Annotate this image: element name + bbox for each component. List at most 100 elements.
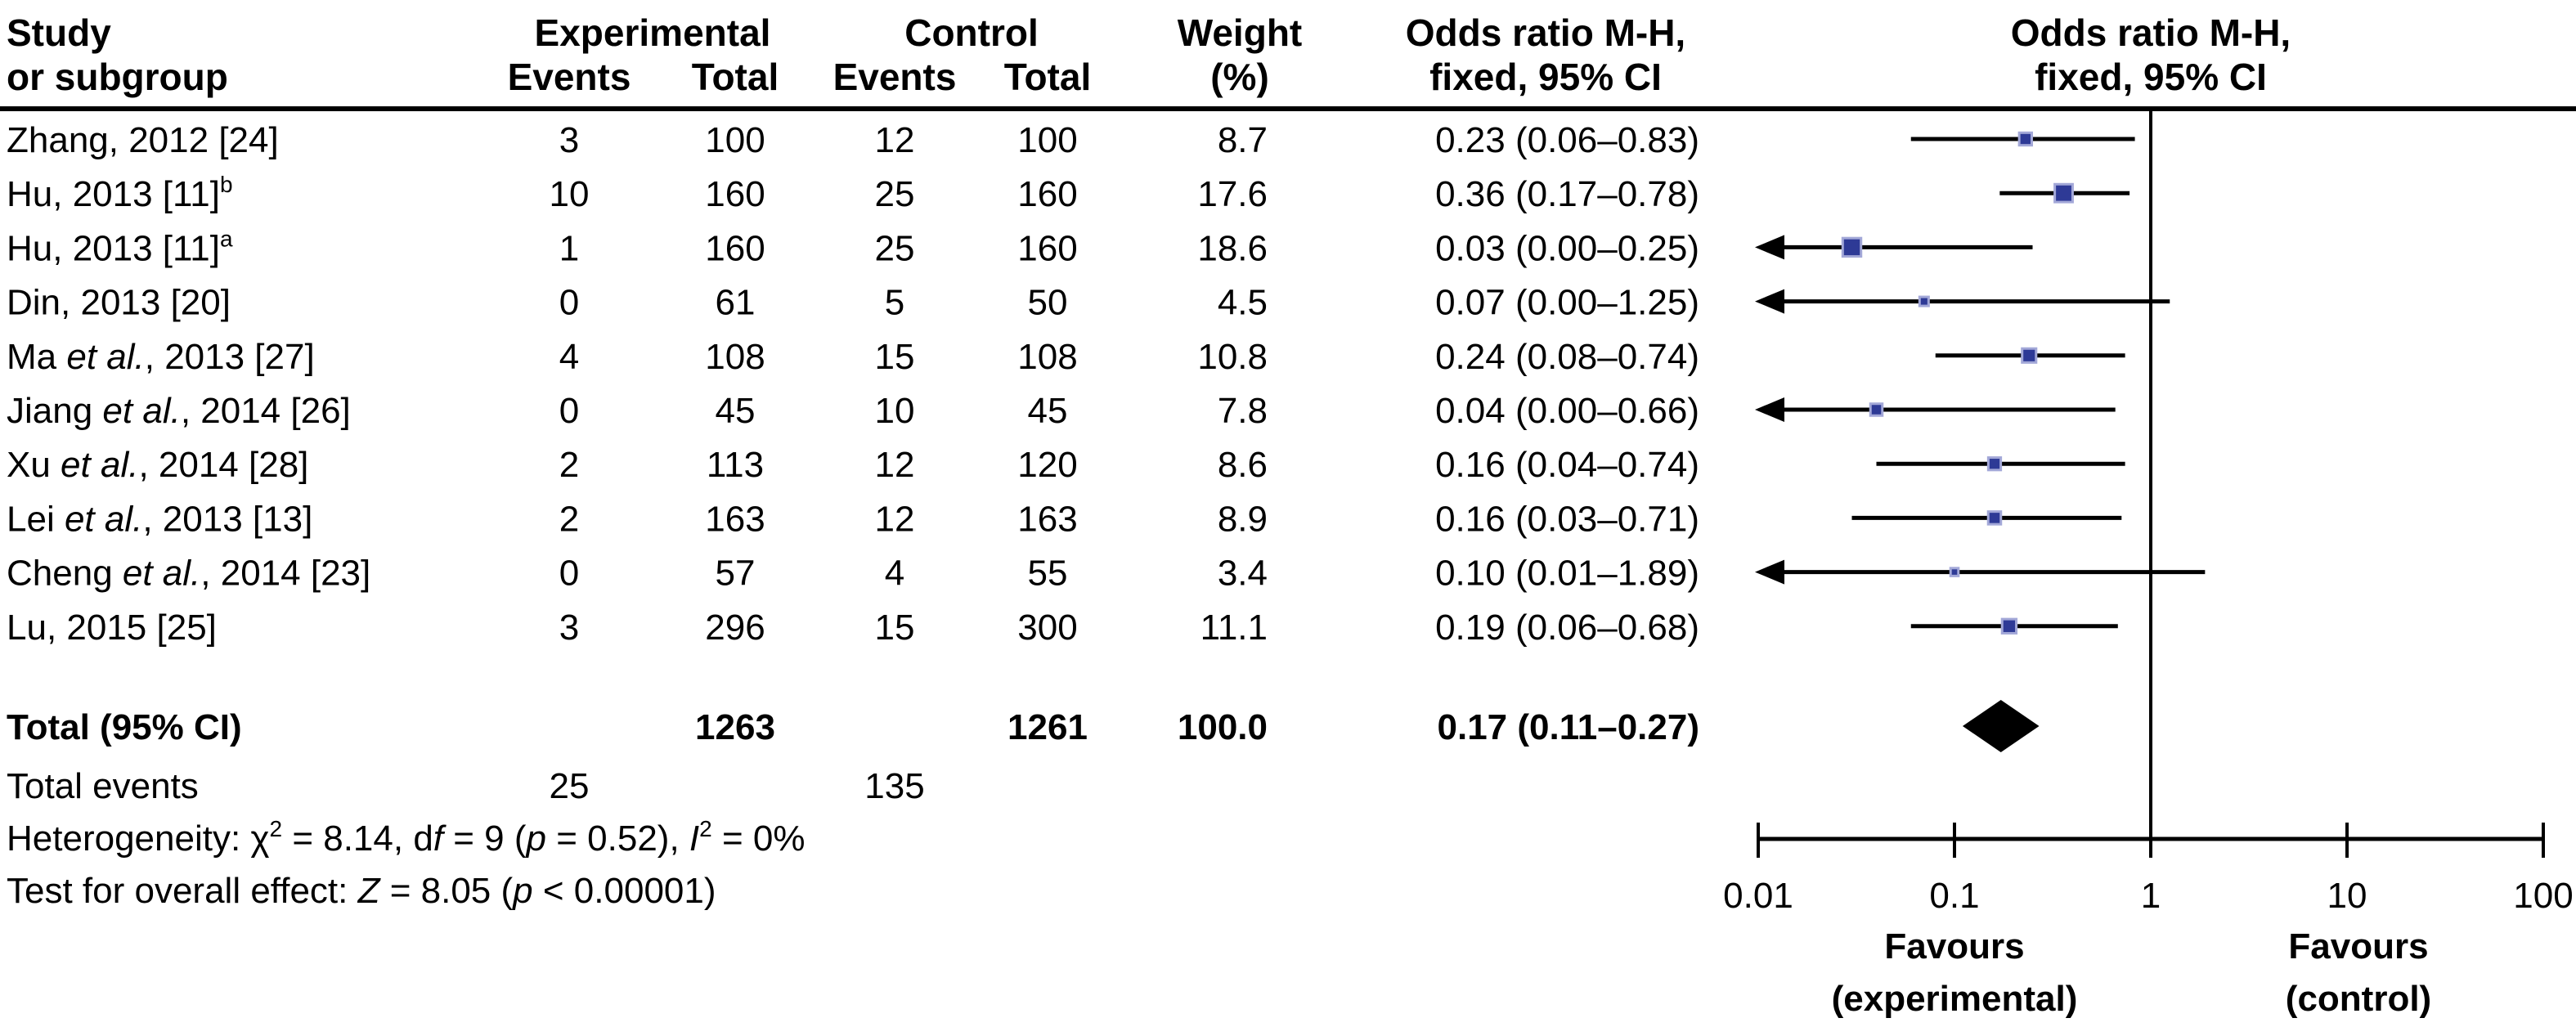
total-events-label: Total events [7,766,199,806]
ctrl-events-value: 25 [875,174,915,214]
or-marker [1986,456,2003,472]
exp-total-value: 160 [705,174,765,214]
exp-events-value: 3 [559,608,579,648]
col-header-ctrl-total: Total [1004,56,1091,98]
weight-value: 8.6 [1218,445,1268,485]
col-header-or-line2: fixed, 95% CI [1429,56,1662,98]
study-name: Cheng et al., 2014 [23] [7,554,370,594]
ctrl-total-value: 100 [1017,120,1077,160]
axis-tick-label: 0.1 [1929,876,1979,916]
ctrl-total-value: 120 [1017,445,1077,485]
or-ci-label: 0.24 (0.08–0.74) [1435,337,1699,377]
overall-effect-text: Test for overall effect: Z = 8.05 (p < 0… [7,871,716,911]
or-marker [1949,567,1960,577]
or-marker [1986,510,2003,526]
ctrl-events-value: 12 [875,120,915,160]
exp-total-value: 61 [716,283,756,323]
heterogeneity-text: Heterogeneity: χ2 = 8.14, df = 9 (p = 0.… [7,816,805,859]
exp-total-value: 113 [707,445,764,485]
total-or-ci-label: 0.17 (0.11–0.27) [1438,707,1699,747]
plot-header-or-line2: fixed, 95% CI [2035,56,2267,98]
or-ci-label: 0.10 (0.01–1.89) [1435,554,1699,594]
weight-value: 8.7 [1218,120,1268,160]
total-events-exp: 25 [550,766,590,806]
or-marker [1841,236,1863,258]
study-name: Lei et al., 2013 [13] [7,499,312,539]
or-ci-label: 0.04 (0.00–0.66) [1435,391,1699,431]
ctrl-total-value: 160 [1017,228,1077,268]
or-ci-label: 0.23 (0.06–0.83) [1435,120,1699,160]
ctrl-total-value: 50 [1028,283,1068,323]
exp-total-value: 163 [705,499,765,539]
ctrl-events-value: 12 [875,499,915,539]
exp-events-value: 2 [559,445,579,485]
col-header-exp-total: Total [692,56,779,98]
weight-value: 11.1 [1200,608,1268,648]
or-ci-label: 0.03 (0.00–0.25) [1435,228,1699,268]
ctrl-events-value: 15 [875,337,915,377]
col-header-study-line1: Study [7,11,111,54]
left-arrow-icon [1755,289,1784,314]
total-events-ctrl: 135 [864,766,924,806]
ctrl-total-value: 45 [1028,391,1068,431]
col-header-study-line2: or subgroup [7,56,228,98]
ctrl-total-value: 55 [1028,554,1068,594]
favours-left-line2: (experimental) [1832,979,2078,1019]
exp-total-value: 57 [716,554,756,594]
or-ci-label: 0.07 (0.00–1.25) [1435,283,1699,323]
weight-value: 7.8 [1218,391,1268,431]
or-marker [2017,131,2033,147]
exp-events-value: 0 [559,391,579,431]
or-marker [2021,347,2038,364]
col-header-ctrl-events: Events [833,56,957,98]
exp-events-value: 0 [559,554,579,594]
exp-total-value: 160 [705,228,765,268]
favours-left-line1: Favours [1884,926,2024,966]
or-ci-label: 0.16 (0.03–0.71) [1435,499,1699,539]
axis-tick-label: 0.01 [1723,876,1793,916]
col-header-exp-events: Events [508,56,631,98]
study-name: Hu, 2013 [11]b [7,172,233,214]
exp-events-value: 2 [559,499,579,539]
favours-right-line2: (control) [2286,979,2431,1019]
exp-total-value: 45 [716,391,756,431]
or-marker [2000,617,2018,635]
total-weight: 100.0 [1178,707,1268,747]
ctrl-total-value: 163 [1017,499,1077,539]
exp-events-value: 10 [550,174,590,214]
weight-value: 8.9 [1218,499,1268,539]
or-ci-label: 0.16 (0.04–0.74) [1435,445,1699,485]
study-name: Hu, 2013 [11]a [7,226,233,268]
left-arrow-icon [1755,397,1784,422]
total-label: Total (95% CI) [7,707,242,747]
ctrl-events-value: 12 [875,445,915,485]
or-ci-label: 0.19 (0.06–0.68) [1435,608,1699,648]
exp-total-value: 108 [705,337,765,377]
col-header-control: Control [904,11,1039,54]
total-exp-total: 1263 [695,707,775,747]
axis-tick-label: 1 [2141,876,2161,916]
ctrl-total-value: 300 [1017,608,1077,648]
ctrl-events-value: 15 [875,608,915,648]
study-name: Zhang, 2012 [24] [7,120,279,160]
axis-tick-label: 100 [2513,876,2573,916]
exp-total-value: 296 [705,608,765,648]
ctrl-events-value: 10 [875,391,915,431]
total-ctrl-total: 1261 [1008,707,1088,747]
or-ci-label: 0.36 (0.17–0.78) [1435,174,1699,214]
ctrl-total-value: 160 [1017,174,1077,214]
weight-value: 17.6 [1197,174,1268,214]
exp-events-value: 3 [559,120,579,160]
weight-value: 10.8 [1197,337,1268,377]
weight-value: 3.4 [1218,554,1268,594]
study-name: Din, 2013 [20] [7,283,231,323]
ctrl-events-value: 5 [885,283,904,323]
col-header-experimental: Experimental [535,11,771,54]
col-header-weight-line2: (%) [1210,56,1269,98]
study-name: Ma et al., 2013 [27] [7,337,315,377]
weight-value: 4.5 [1218,283,1268,323]
ctrl-events-value: 25 [875,228,915,268]
exp-events-value: 4 [559,337,579,377]
